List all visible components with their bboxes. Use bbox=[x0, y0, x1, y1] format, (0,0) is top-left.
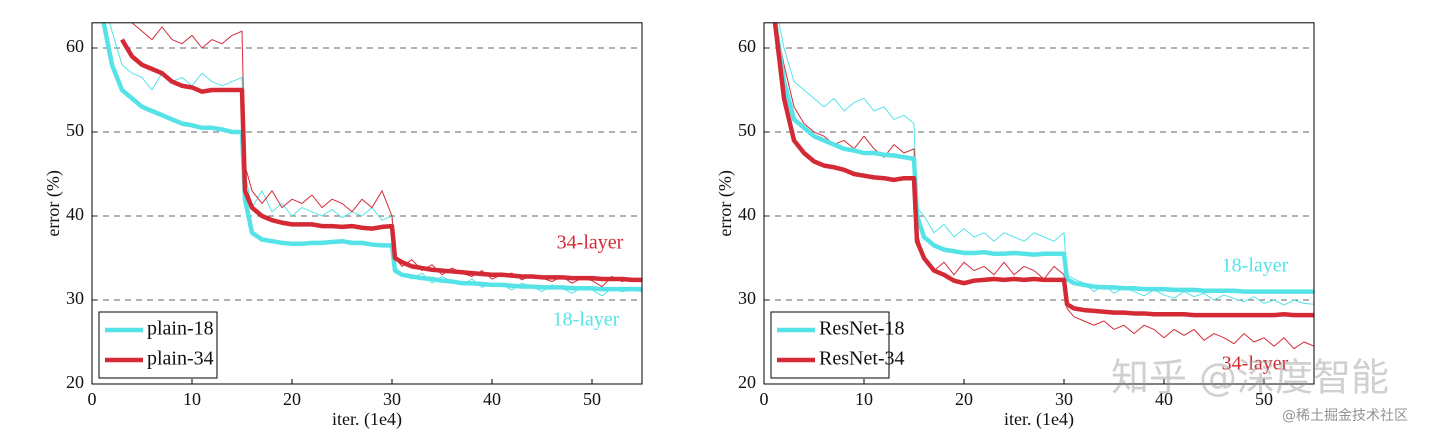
annotation: 34-layer bbox=[557, 232, 624, 254]
line bbox=[772, 22, 1314, 294]
legend-label: plain-34 bbox=[147, 348, 214, 370]
y-tick-label: 20 bbox=[738, 372, 756, 392]
plot-frame bbox=[91, 22, 643, 385]
chart: 20 30 40 50 60 0 10 20 30 40 50 iter. (1e4) error (%… bbox=[715, 22, 1315, 430]
plot bbox=[101, 22, 642, 297]
annotation: 18-layer bbox=[1222, 255, 1289, 277]
y-tick-label: 40 bbox=[738, 204, 756, 224]
line bbox=[101, 22, 642, 292]
line bbox=[120, 38, 642, 283]
x-tick-label: 30 bbox=[383, 389, 401, 409]
legend-label: ResNet-34 bbox=[819, 348, 905, 370]
legend-box bbox=[98, 311, 218, 379]
x-tick-label: 40 bbox=[1155, 389, 1173, 409]
watermark: 知乎 @深度智能 bbox=[1111, 356, 1389, 400]
x-axis-label: iter. (1e4) bbox=[332, 409, 402, 430]
line bbox=[772, 22, 1314, 318]
line bbox=[131, 22, 642, 288]
legend-label: plain-18 bbox=[147, 318, 214, 340]
x-axis-label: iter. (1e4) bbox=[1004, 409, 1074, 430]
x-tick-label: 50 bbox=[1255, 389, 1273, 409]
x-tick-label: 0 bbox=[760, 389, 769, 409]
annotation: 18-layer bbox=[553, 309, 620, 331]
annotation: 34-layer bbox=[1222, 353, 1289, 375]
line bbox=[775, 22, 1314, 350]
y-tick-label: 50 bbox=[66, 120, 84, 140]
y-axis-label: error (%) bbox=[43, 170, 64, 236]
y-tick-label: 30 bbox=[66, 288, 84, 308]
x-tick-label: 50 bbox=[583, 389, 601, 409]
y-tick-label: 30 bbox=[738, 288, 756, 308]
x-tick-label: 0 bbox=[88, 389, 97, 409]
x-tick-label: 10 bbox=[183, 389, 201, 409]
y-tick-label: 40 bbox=[66, 204, 84, 224]
x-tick-label: 30 bbox=[1055, 389, 1073, 409]
x-tick-label: 20 bbox=[283, 389, 301, 409]
x-tick-label: 20 bbox=[955, 389, 973, 409]
plot bbox=[772, 22, 1314, 350]
legend-box bbox=[770, 311, 890, 379]
y-axis-label: error (%) bbox=[715, 170, 736, 236]
line bbox=[778, 22, 1314, 306]
legend-label: ResNet-18 bbox=[819, 318, 905, 340]
chart: 20 30 40 50 60 0 10 20 30 40 50 iter. (1e4) error (%… bbox=[43, 22, 643, 430]
plot-frame bbox=[763, 22, 1315, 385]
y-tick-label: 60 bbox=[738, 36, 756, 56]
x-tick-label: 10 bbox=[855, 389, 873, 409]
x-tick-label: 40 bbox=[483, 389, 501, 409]
y-tick-label: 20 bbox=[66, 372, 84, 392]
y-tick-label: 60 bbox=[66, 36, 84, 56]
y-tick-label: 50 bbox=[738, 120, 756, 140]
watermark-source: @稀土掘金技术社区 bbox=[1282, 408, 1408, 424]
